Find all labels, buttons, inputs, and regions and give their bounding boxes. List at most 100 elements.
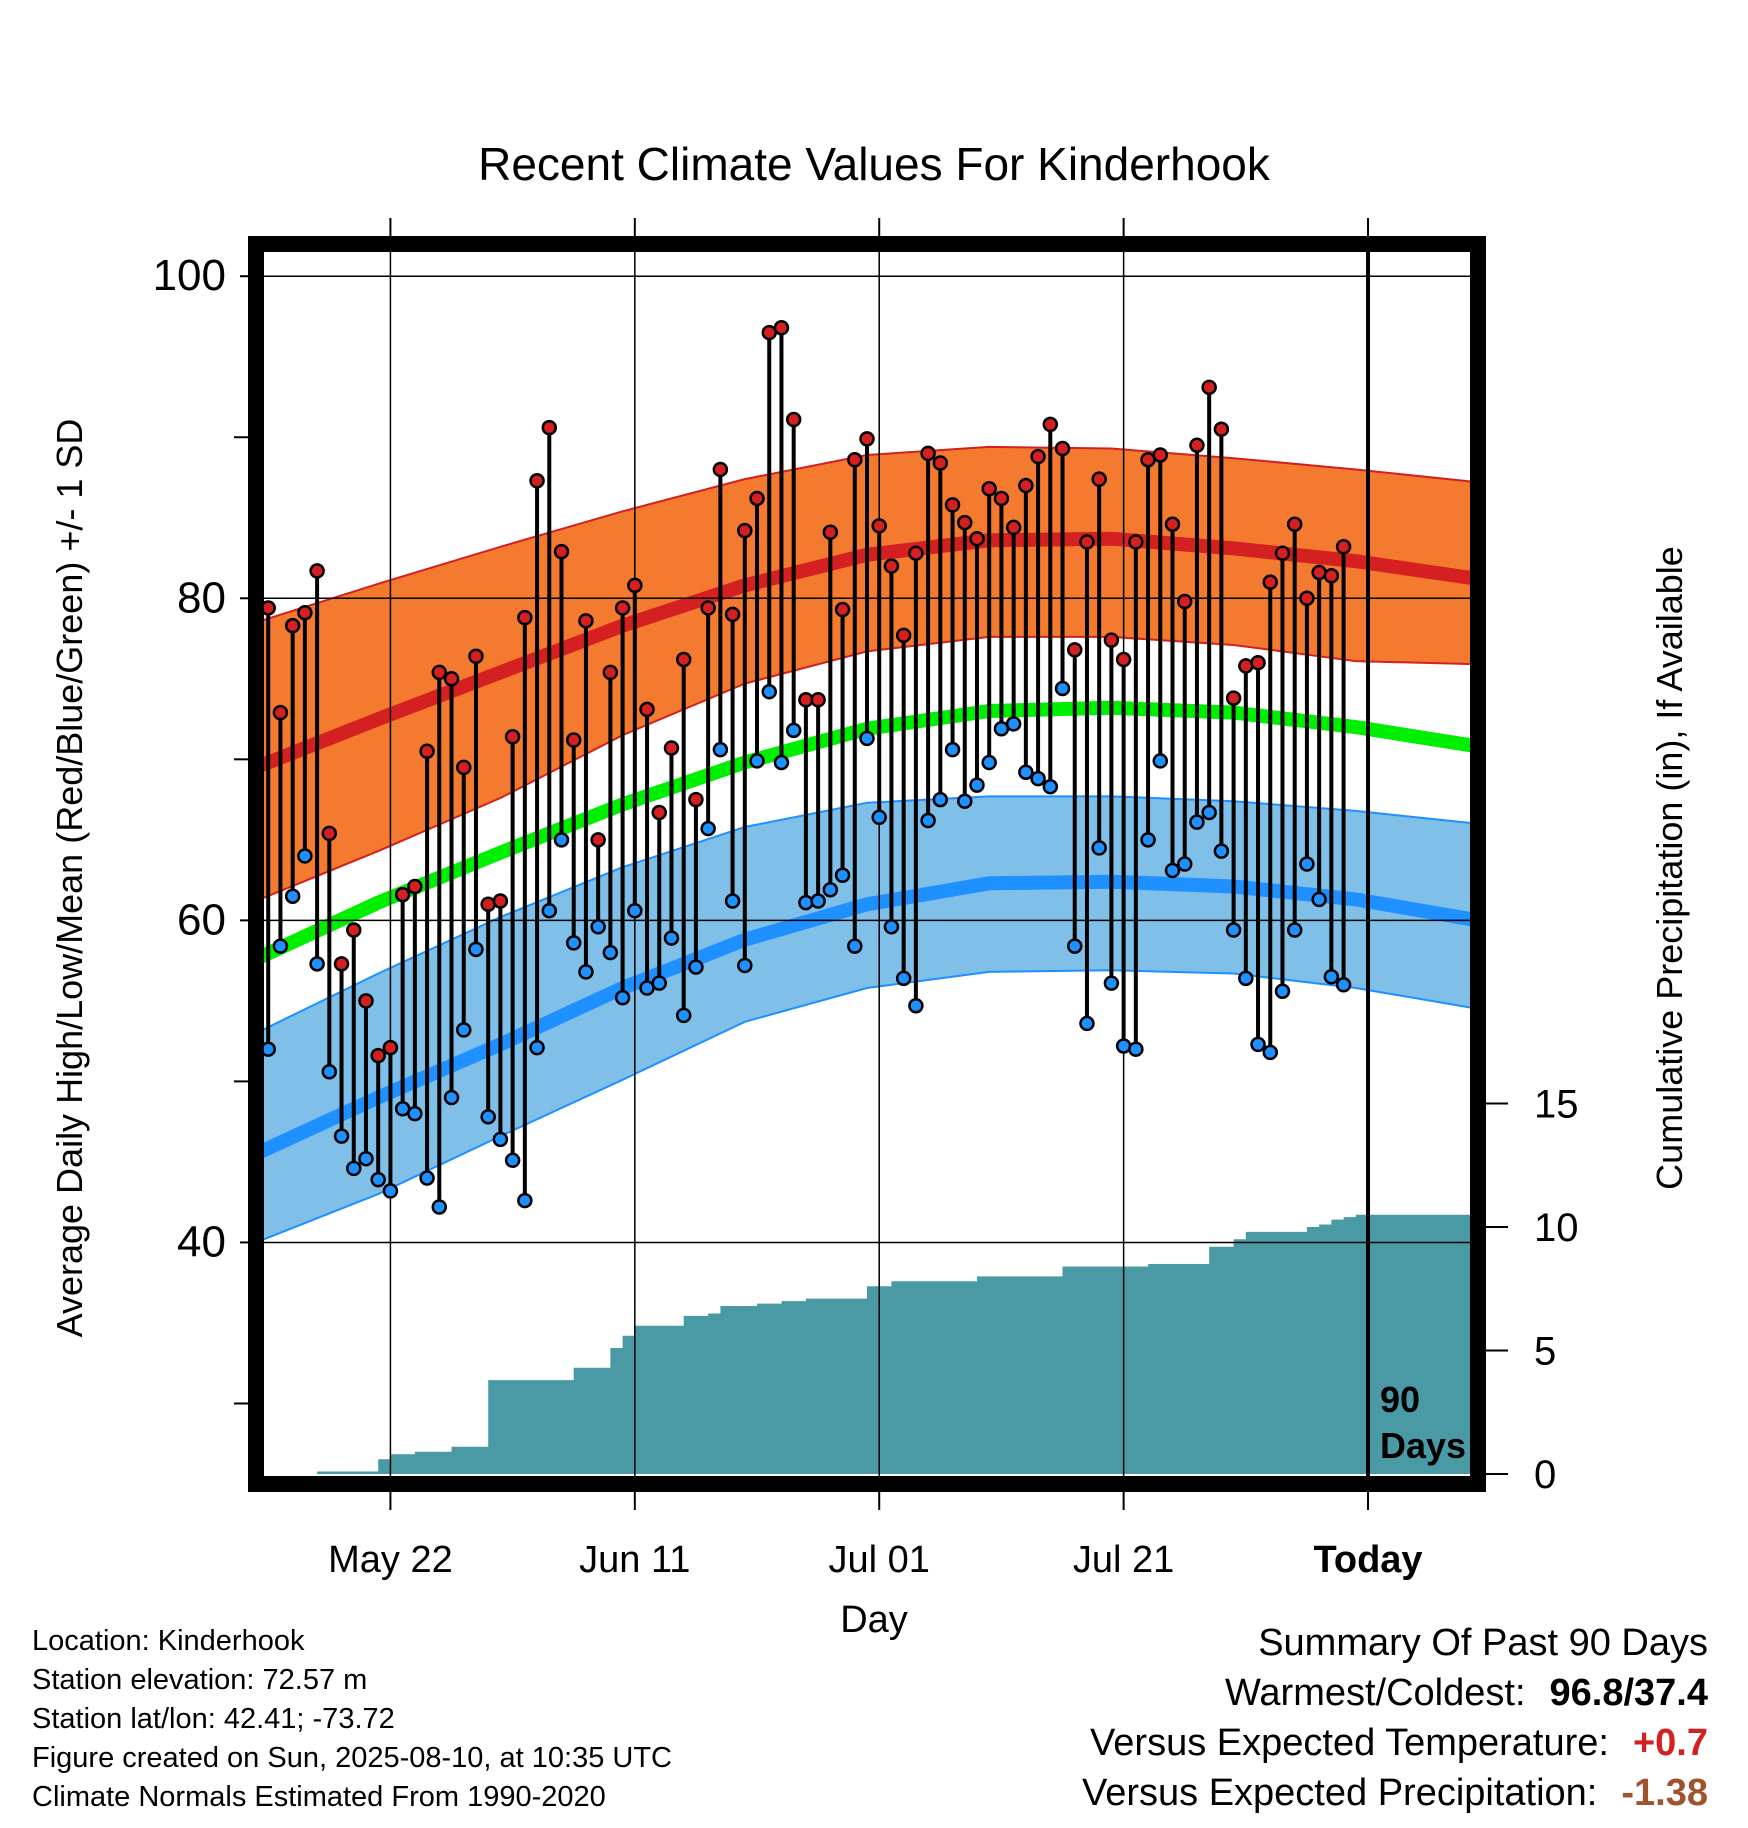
daily-high-point (1274, 545, 1291, 561)
x-tick-label: Jul 21 (1073, 1539, 1174, 1581)
daily-high-point (1066, 642, 1083, 658)
y-tick-label: 40 (177, 1217, 226, 1266)
daily-low-point (382, 1183, 399, 1199)
daily-low-point (1323, 968, 1340, 985)
daily-high-point (1286, 516, 1303, 532)
daily-high-point (529, 472, 545, 489)
daily-high-point (602, 664, 619, 681)
daily-low-point (1140, 832, 1156, 848)
daily-low-point (517, 1192, 533, 1209)
low-sd-band (256, 796, 1478, 1243)
daily-high-point (883, 558, 900, 574)
summary-warmest-row: Warmest/Coldest: 96.8/37.4 (1082, 1668, 1708, 1718)
warmest-value: 96.8/37.4 (1549, 1672, 1708, 1714)
x-tick-label: Today (1313, 1539, 1422, 1581)
precip-tick-label: 10 (1534, 1206, 1579, 1250)
daily-high-point (908, 545, 924, 561)
daily-low-point (504, 1152, 521, 1169)
plot-frame (248, 236, 1486, 1492)
daily-high-point (1213, 421, 1230, 437)
daily-high-point (1005, 519, 1022, 536)
daily-high-point (834, 601, 851, 618)
daily-low-point (1091, 840, 1107, 856)
daily-low-point (480, 1109, 496, 1125)
daily-low-point (785, 722, 802, 739)
daily-low-point (529, 1039, 545, 1056)
daily-high-point (847, 452, 863, 468)
daily-high-point (407, 878, 423, 895)
daily-low-point (737, 957, 753, 974)
daily-low-point (712, 741, 729, 758)
daily-high-point (1323, 567, 1340, 584)
daily-high-point (1250, 654, 1266, 671)
daily-low-point (1189, 814, 1205, 830)
summary-precip-row: Versus Expected Precipitation: -1.38 (1082, 1768, 1708, 1818)
daily-high-point (993, 490, 1010, 507)
daily-high-point (431, 664, 448, 681)
daily-high-point (1152, 447, 1169, 463)
daily-low-point (1128, 1041, 1144, 1057)
daily-high-point (480, 896, 496, 913)
daily-high-point (272, 704, 289, 721)
daily-high-point (749, 490, 765, 507)
summary-temp-row: Versus Expected Temperature: +0.7 (1082, 1718, 1708, 1768)
daily-low-point (321, 1063, 338, 1080)
daily-low-point (810, 893, 826, 909)
daily-low-point (553, 832, 570, 848)
y-tick-label: 60 (177, 895, 226, 944)
daily-low-point (663, 930, 680, 946)
summary-panel: Summary Of Past 90 Days Warmest/Coldest:… (1082, 1618, 1708, 1818)
daily-high-point (1225, 690, 1242, 706)
daily-high-point (309, 563, 325, 579)
daily-high-point (651, 804, 668, 821)
daily-low-point (333, 1128, 350, 1144)
low-sd-band-lower-edge (256, 969, 1478, 1244)
daily-low-point (370, 1171, 386, 1188)
daily-low-point (651, 975, 668, 991)
daily-low-point (1005, 716, 1022, 732)
daily-low-point (614, 989, 631, 1006)
daily-low-point (895, 970, 912, 987)
daily-low-point (1115, 1038, 1132, 1054)
daily-low-point (1152, 753, 1169, 769)
daily-high-point (590, 832, 606, 848)
daily-low-point (1274, 983, 1291, 999)
daily-high-point (565, 732, 582, 748)
daily-high-point (1079, 534, 1095, 550)
daily-low-point (492, 1131, 509, 1148)
daily-low-point (627, 902, 643, 919)
daily-low-point (1335, 977, 1352, 993)
daily-high-point (957, 514, 973, 531)
daily-low-point (834, 867, 851, 884)
daily-low-point (590, 919, 606, 935)
daily-low-point (358, 1150, 374, 1167)
daily-low-point (346, 1160, 362, 1177)
daily-high-point (346, 922, 362, 938)
daily-low-point (1238, 970, 1254, 987)
daily-high-point (969, 530, 985, 547)
daily-low-point (920, 812, 936, 829)
x-tick-label: Jun 11 (579, 1539, 690, 1581)
daily-high-point (1189, 437, 1205, 454)
daily-high-point (920, 445, 936, 462)
daily-low-point (602, 944, 619, 961)
daily-high-point (419, 743, 435, 760)
daily-low-point (761, 683, 777, 700)
daily-high-point (1176, 593, 1193, 610)
precip-tick-label: 15 (1534, 1083, 1579, 1127)
daily-high-point (382, 1039, 399, 1056)
daily-high-point (737, 522, 753, 539)
precip-tick-label: 5 (1534, 1330, 1556, 1374)
daily-low-point (1054, 680, 1071, 697)
daily-low-point (944, 741, 961, 758)
daily-high-point (981, 481, 997, 497)
daily-high-point (1018, 477, 1034, 494)
temp-value: +0.7 (1632, 1722, 1708, 1764)
daily-high-point (639, 701, 655, 718)
chart-title: Recent Climate Values For Kinderhook (478, 138, 1271, 190)
latlon-text: Station lat/lon: 42.41; -73.72 (32, 1703, 395, 1735)
daily-low-point (1311, 891, 1327, 908)
daily-high-point (871, 518, 887, 534)
temp-label: Versus Expected Temperature: (1090, 1722, 1609, 1764)
